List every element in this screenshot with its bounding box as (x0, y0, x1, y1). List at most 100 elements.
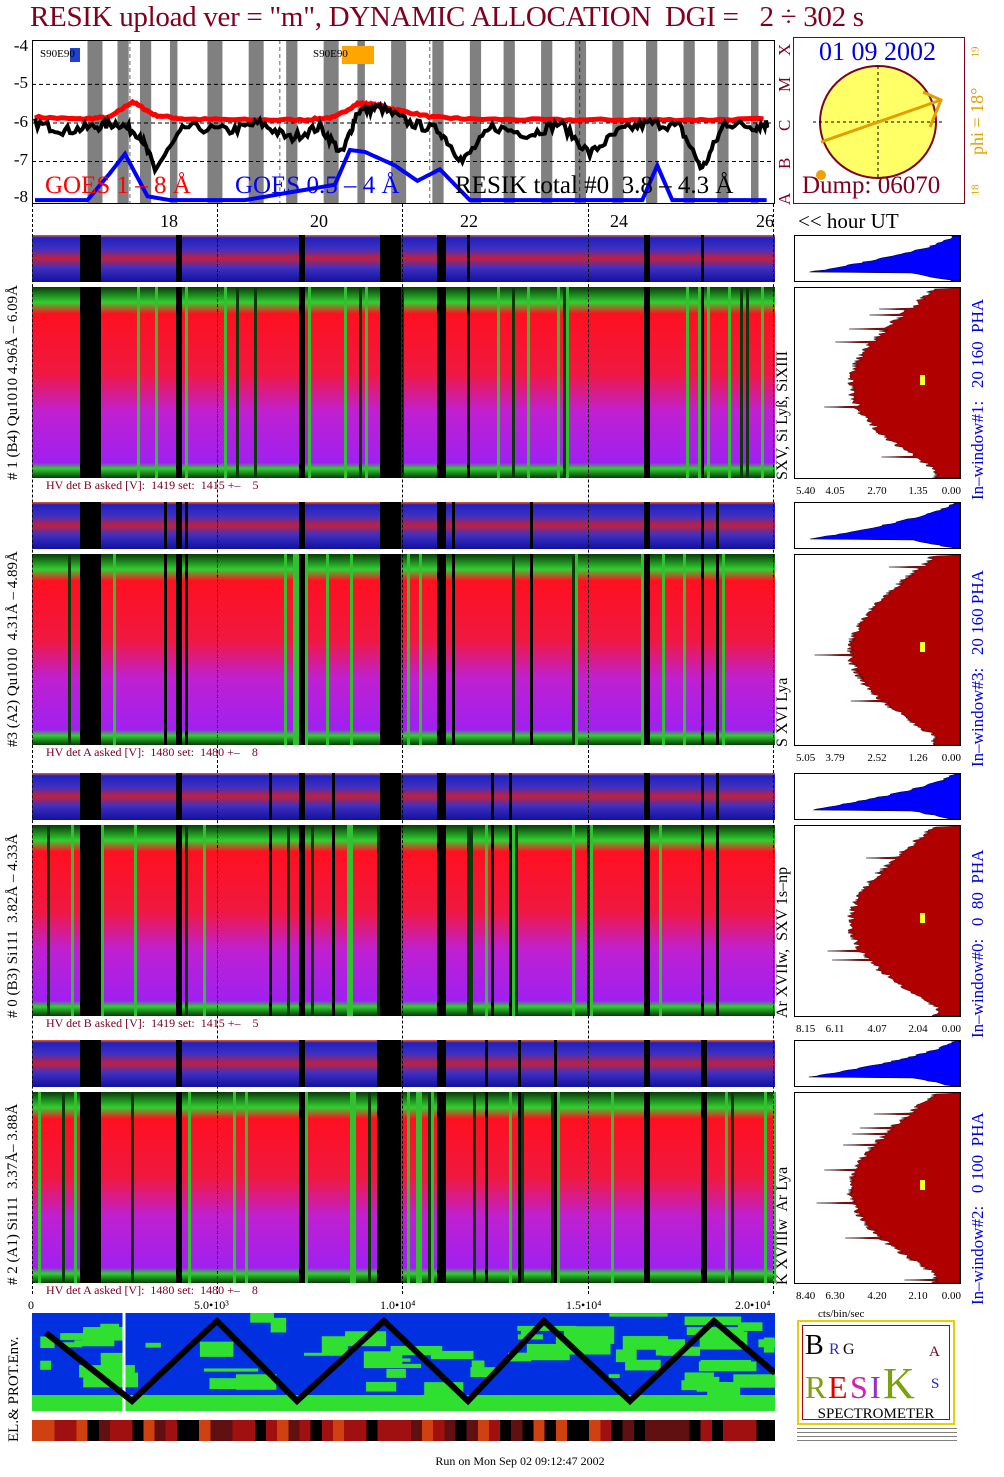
detector-label: #3 (A2) Qu1010 4.31Å – 4.89Å (5, 551, 21, 747)
data-column (572, 825, 575, 1016)
data-column (89, 773, 92, 820)
data-column (440, 235, 443, 282)
data-column (47, 825, 50, 1016)
hist-tick-label: 0.00 (942, 752, 962, 764)
data-column (509, 1092, 512, 1283)
shaded-interval (391, 40, 407, 204)
data-column (95, 773, 98, 820)
data-column (380, 287, 383, 478)
hour-gridline (773, 204, 774, 1294)
data-column (185, 502, 188, 549)
env-green-region (733, 1374, 775, 1388)
hist-fill (814, 554, 961, 746)
data-column (284, 554, 287, 745)
data-column (701, 1092, 704, 1283)
data-column (386, 554, 389, 745)
series-line-0 (34, 98, 764, 124)
data-column (686, 287, 689, 478)
data-column (485, 1092, 488, 1283)
hist-tick-label: 4.05 (825, 485, 845, 497)
data-column (437, 1040, 440, 1087)
shaded-interval (357, 40, 365, 204)
hist-tick-label: 5.05 (796, 752, 816, 764)
shaded-interval (87, 40, 103, 204)
data-column (80, 287, 83, 478)
data-column (176, 773, 179, 820)
data-column (440, 773, 443, 820)
data-column (98, 554, 101, 745)
data-column (437, 235, 440, 282)
data-column (83, 1092, 86, 1283)
data-column (530, 502, 533, 549)
data-column (80, 1040, 83, 1087)
data-column (299, 287, 302, 478)
data-column (647, 287, 650, 478)
y-tick-label: -5 (13, 73, 28, 92)
data-column (359, 287, 362, 478)
data-column (392, 554, 395, 745)
data-column (440, 1092, 443, 1283)
data-column (644, 502, 647, 549)
in-window-label: In–window#2: 0 100 PHA (968, 1112, 987, 1305)
data-column (302, 554, 305, 745)
x-tick-label: 20 (310, 211, 328, 231)
data-column (92, 554, 95, 745)
data-column (398, 1040, 401, 1087)
data-column (437, 773, 440, 820)
small-hist-fill (810, 502, 961, 549)
data-column (419, 554, 422, 745)
hist-tick-label: 4.07 (867, 1023, 887, 1035)
data-column (245, 1092, 248, 1283)
data-column (386, 287, 389, 478)
data-column (101, 825, 104, 1016)
data-column (176, 287, 179, 478)
data-column (95, 1092, 98, 1283)
data-column (395, 825, 398, 1016)
env-green-band (32, 1395, 775, 1411)
data-column (512, 825, 515, 1016)
hist-tick-label: 5.40 (796, 485, 816, 497)
data-column (440, 554, 443, 745)
position-spectrogram (32, 1092, 776, 1283)
data-column (185, 554, 188, 745)
env-green-region (199, 1341, 234, 1357)
data-column (299, 554, 302, 745)
env-green-region (386, 1368, 406, 1378)
data-column (89, 235, 92, 282)
particle-environment-plot (32, 1313, 775, 1411)
data-column (98, 287, 101, 478)
data-column (98, 773, 101, 820)
data-column (704, 1040, 707, 1087)
pha-histogram: 5.40 4.05 2.70 1.35 0.00 (794, 235, 962, 497)
data-column (701, 554, 704, 745)
shaded-interval (432, 40, 444, 204)
data-column (86, 1040, 89, 1087)
data-column (92, 1092, 95, 1283)
data-column (557, 1092, 560, 1283)
hist-tick-label: 1.35 (908, 485, 928, 497)
shaded-interval (207, 40, 223, 204)
env-green-region (681, 1380, 718, 1391)
data-column (188, 1092, 191, 1283)
svg-text:E: E (828, 1369, 848, 1402)
x-tick-label: 26 (756, 211, 774, 231)
data-column (383, 502, 386, 549)
data-column (440, 287, 443, 478)
pha-histogram: 8.40 6.30 4.20 2.10 0.00 (794, 1040, 962, 1302)
data-column (380, 554, 383, 745)
pha-histogram: 8.15 6.11 4.07 2.04 0.00 (794, 773, 962, 1035)
x-tick-label: 24 (610, 211, 628, 231)
data-column (572, 554, 575, 745)
plot-frame (32, 40, 775, 204)
pha-strip-spectrogram (32, 235, 775, 282)
data-column (89, 1040, 92, 1087)
goes-lightcurve-plot (32, 40, 775, 204)
env-green-region (615, 1349, 637, 1363)
data-column (701, 287, 704, 478)
env-green-region (303, 1352, 345, 1356)
data-column (86, 235, 89, 282)
detector-label: # 0 (B3) Si111 3.82Å – 4.33Å (5, 833, 21, 1018)
data-column (95, 554, 98, 745)
data-column (443, 1092, 446, 1283)
sun-position-panel (793, 37, 965, 204)
